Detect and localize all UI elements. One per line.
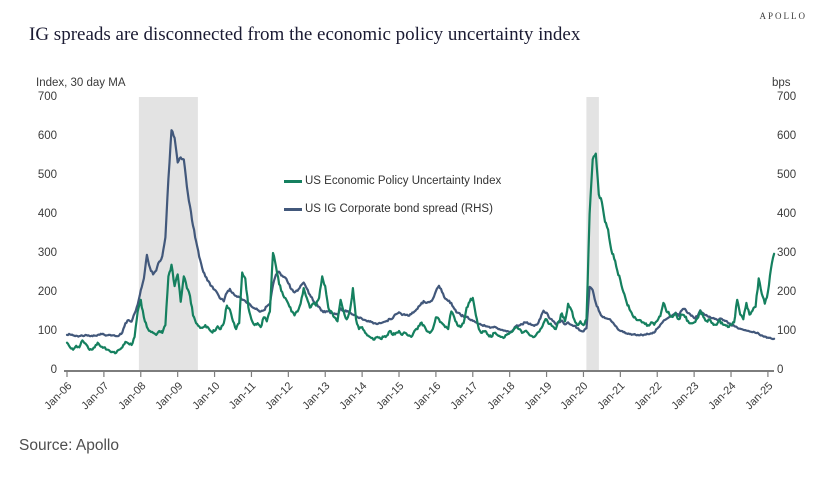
right-axis-tick-label: 400 — [777, 208, 797, 220]
legend-item-epu: US Economic Policy Uncertainty Index — [284, 167, 501, 195]
right-axis-tick-label: 700 — [777, 91, 797, 103]
right-axis-tick-label: 500 — [777, 169, 797, 181]
right-axis-tick-label: 600 — [777, 130, 797, 142]
left-axis-tick-label: 200 — [37, 286, 57, 298]
ig-spread-line — [65, 129, 776, 341]
left-axis-tick-label: 700 — [37, 91, 57, 103]
left-axis-tick-label: 0 — [50, 364, 57, 376]
chart-title: IG spreads are disconnected from the eco… — [29, 24, 581, 45]
right-axis-tick-label: 0 — [777, 364, 784, 376]
right-axis-unit-label: bps — [772, 77, 791, 89]
left-axis-tick-label: 300 — [37, 247, 57, 259]
left-axis-unit-label: Index, 30 day MA — [36, 77, 126, 89]
chart-legend: US Economic Policy Uncertainty Index US … — [284, 167, 501, 223]
right-axis-tick-label: 100 — [777, 325, 797, 337]
legend-label-epu: US Economic Policy Uncertainty Index — [305, 175, 502, 187]
epu-line-swatch — [284, 179, 302, 183]
left-axis-tick-label: 100 — [37, 325, 57, 337]
epu-line — [65, 152, 776, 355]
right-axis-tick-label: 200 — [777, 286, 797, 298]
apollo-logo: APOLLO — [759, 11, 807, 21]
source-note: Source: Apollo — [19, 437, 119, 454]
legend-label-ig-spread: US IG Corporate bond spread (RHS) — [305, 203, 493, 215]
legend-item-ig-spread: US IG Corporate bond spread (RHS) — [284, 195, 501, 223]
left-axis-tick-label: 500 — [37, 169, 57, 181]
right-axis-tick-label: 300 — [777, 247, 797, 259]
ig-spread-line-swatch — [284, 207, 302, 211]
left-axis-tick-label: 600 — [37, 130, 57, 142]
recession-band — [138, 97, 198, 370]
left-axis-tick-label: 400 — [37, 208, 57, 220]
